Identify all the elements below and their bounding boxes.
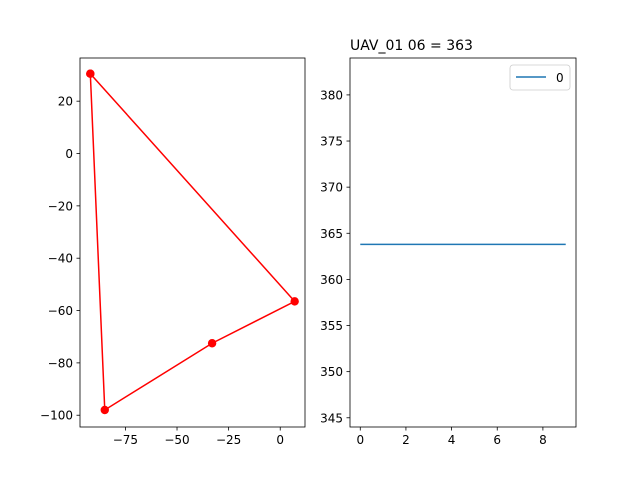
trajectory-y-tick-label: −20 (48, 199, 73, 213)
value-plot-frame (349, 57, 577, 428)
trajectory-y-tick-label: −80 (48, 356, 73, 370)
value-y-tick-label: 370 (320, 181, 343, 195)
value-y-tick-label: 355 (320, 319, 343, 333)
trajectory-data-point (86, 69, 95, 78)
value-x-axis: 0 2 4 6 8 (356, 427, 547, 447)
trajectory-x-tick-label: 0 (276, 433, 284, 447)
value-plot-area (350, 58, 576, 427)
trajectory-x-tick-label: −75 (113, 433, 138, 447)
trajectory-x-axis: −75 −50 −25 0 (113, 427, 284, 447)
legend: 0 (509, 64, 571, 91)
value-x-tick-label: 2 (402, 433, 410, 447)
value-y-tick-label: 365 (320, 227, 343, 241)
trajectory-y-tick-label: 20 (58, 95, 73, 109)
legend-label-0: 0 (556, 71, 564, 85)
trajectory-y-tick-label: −60 (48, 304, 73, 318)
trajectory-data-point (100, 405, 109, 415)
trajectory-plot-frame (79, 57, 306, 428)
trajectory-y-axis: 20 0 −20 −40 −60 −80 −100 (40, 95, 80, 423)
value-y-tick-label: 380 (320, 88, 343, 102)
value-y-tick-label: 360 (320, 273, 343, 287)
value-plot: UAV_01 06 = 363 0 2 4 6 8 345 350 355 360 365 370… (320, 38, 577, 447)
value-plot-title: UAV_01 06 = 363 (350, 38, 473, 54)
value-y-axis: 345 350 355 360 365 370 375 380 (320, 88, 350, 425)
trajectory-y-tick-label: −40 (48, 252, 73, 266)
trajectory-series (86, 69, 299, 415)
value-x-tick-label: 0 (356, 433, 364, 447)
trajectory-y-tick-label: 0 (65, 147, 73, 161)
trajectory-x-tick-label: −50 (164, 433, 189, 447)
value-x-tick-label: 8 (539, 433, 547, 447)
trajectory-data-point (207, 339, 217, 348)
trajectory-x-tick-label: −25 (216, 433, 241, 447)
value-y-tick-label: 350 (320, 365, 343, 379)
value-x-tick-label: 6 (493, 433, 501, 447)
trajectory-plot-area (80, 58, 305, 427)
trajectory-plot: −75 −50 −25 0 20 0 −20 −40 −60 −80 −100 (40, 57, 306, 447)
value-y-tick-label: 375 (320, 135, 343, 149)
trajectory-data-point (290, 297, 299, 306)
trajectory-y-tick-label: −100 (40, 409, 73, 423)
value-y-tick-label: 345 (320, 411, 343, 425)
value-x-tick-label: 4 (448, 433, 456, 447)
